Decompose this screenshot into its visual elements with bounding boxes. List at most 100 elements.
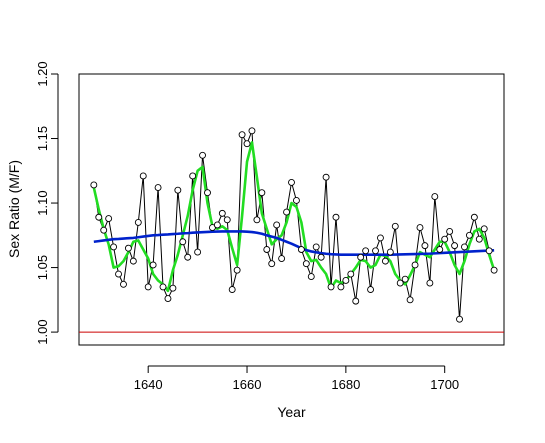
data-point (367, 286, 375, 293)
data-point (253, 216, 261, 224)
data-point (322, 173, 330, 181)
data-point (164, 295, 172, 302)
series-line-annual (93, 130, 495, 320)
data-point (451, 242, 459, 250)
data-point (406, 296, 414, 304)
data-point (100, 226, 108, 234)
y-tick-label: 1.20 (35, 61, 50, 86)
data-point (263, 246, 271, 253)
data-point (90, 181, 98, 189)
data-point (129, 257, 137, 265)
data-point (95, 213, 103, 221)
data-point (357, 253, 365, 261)
data-point (268, 260, 276, 268)
data-point (238, 131, 246, 139)
points-layer (90, 127, 498, 323)
data-point (297, 246, 305, 253)
data-point (362, 247, 370, 255)
data-point (159, 283, 167, 291)
data-point (199, 151, 206, 159)
data-point (283, 208, 291, 216)
data-point (218, 209, 226, 217)
data-point (386, 248, 394, 256)
data-point (194, 248, 202, 256)
data-point (456, 315, 463, 323)
data-point (228, 286, 236, 293)
data-point (396, 279, 404, 287)
data-point (465, 231, 473, 239)
y-tick-label: 1.15 (35, 126, 50, 151)
data-point (485, 247, 493, 255)
x-axis: 1640 1660 1680 1700 (134, 365, 459, 392)
data-point (204, 189, 211, 197)
data-point (431, 193, 439, 201)
y-axis-title: Sex Ratio (M/F) (6, 160, 22, 258)
data-point (401, 275, 409, 283)
data-point (307, 273, 315, 281)
data-point (490, 266, 498, 274)
x-tick-label: 1640 (134, 377, 163, 392)
data-point (154, 184, 162, 192)
y-tick-label: 1.00 (35, 319, 50, 344)
data-point (312, 243, 320, 251)
data-point (174, 186, 182, 194)
data-point (446, 227, 454, 235)
data-point (377, 234, 384, 242)
series-line-blue (93, 230, 495, 256)
data-point (292, 197, 300, 204)
data-point (441, 235, 449, 243)
data-point (243, 140, 251, 148)
data-point (273, 221, 281, 229)
y-tick-label: 1.10 (35, 190, 50, 215)
data-point (470, 213, 478, 221)
data-point (411, 261, 419, 269)
data-point (169, 284, 177, 292)
data-point (352, 297, 360, 305)
series-layer (92, 130, 496, 320)
data-point (288, 178, 295, 186)
data-point (184, 253, 192, 261)
x-tick-label: 1660 (233, 377, 262, 392)
data-point (342, 277, 350, 284)
data-point (416, 224, 424, 232)
data-point (461, 243, 468, 251)
y-axis: 1.00 1.05 1.10 1.15 1.20 (35, 61, 59, 345)
data-point (347, 270, 355, 278)
data-point (426, 279, 434, 287)
data-point (332, 213, 340, 221)
data-point (179, 238, 187, 246)
data-point (189, 172, 197, 180)
x-tick-label: 1700 (430, 377, 459, 392)
data-point (372, 247, 379, 255)
data-point (110, 243, 118, 251)
data-point (233, 266, 241, 274)
data-point (134, 218, 142, 226)
data-point (105, 215, 113, 222)
data-point (120, 280, 127, 288)
data-point (381, 257, 389, 265)
data-point (327, 283, 335, 291)
x-tick-label: 1680 (331, 377, 360, 392)
data-point (124, 244, 132, 252)
data-point (317, 253, 325, 261)
data-point (436, 246, 444, 253)
data-point (391, 222, 399, 230)
data-point (248, 127, 256, 135)
data-point (258, 189, 266, 197)
data-point (223, 216, 231, 224)
data-point (139, 172, 147, 180)
plot-box (78, 73, 505, 346)
data-point (475, 235, 483, 243)
data-point (149, 261, 157, 269)
data-point (337, 283, 345, 291)
data-point (115, 270, 122, 278)
series-line-green (92, 141, 496, 293)
data-point (213, 221, 221, 229)
data-point (421, 242, 429, 250)
data-point (278, 255, 286, 262)
data-point (480, 225, 488, 233)
y-tick-label: 1.05 (35, 255, 50, 280)
x-axis-title: Year (277, 404, 306, 420)
data-point (302, 260, 310, 268)
